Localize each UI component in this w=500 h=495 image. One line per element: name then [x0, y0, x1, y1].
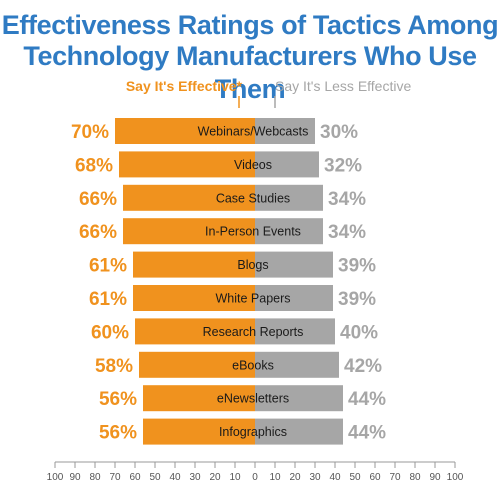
value-label-less-effective: 34%	[328, 222, 366, 243]
category-label: eNewsletters	[217, 392, 289, 406]
value-label-effective: 56%	[99, 389, 137, 410]
bar-less-effective	[255, 418, 343, 445]
axis-tick-label: 40	[169, 472, 181, 483]
legend-less-effective: Say It's Less Effective	[275, 78, 412, 94]
value-label-less-effective: 34%	[328, 189, 366, 210]
category-label: eBooks	[232, 358, 274, 372]
bar-less-effective	[255, 318, 335, 345]
axis-tick-label: 80	[89, 472, 101, 483]
bar-less-effective	[255, 151, 319, 178]
chart-title-line-2: Technology Manufacturers Who Use Them	[23, 41, 477, 104]
value-label-less-effective: 32%	[324, 155, 362, 176]
bar-less-effective	[255, 118, 315, 144]
axis-tick-label: 60	[129, 472, 141, 483]
axis-tick-label: 100	[447, 472, 464, 483]
axis-tick-label: 90	[429, 472, 441, 483]
bar-effective	[135, 318, 255, 345]
chart-title-line-1: Effectiveness Ratings of Tactics Among	[1, 10, 499, 40]
axis-tick-label: 0	[252, 472, 258, 483]
axis-tick-label: 50	[149, 472, 161, 483]
bar-less-effective	[255, 351, 339, 378]
value-label-effective: 60%	[91, 322, 129, 343]
bar-effective	[139, 351, 255, 378]
value-label-less-effective: 30%	[320, 122, 358, 143]
axis-tick-label: 40	[329, 472, 341, 483]
category-label: In-Person Events	[205, 225, 301, 239]
legend-connectors	[238, 96, 276, 108]
category-label: Videos	[234, 158, 272, 172]
value-label-effective: 66%	[79, 222, 117, 243]
value-label-effective: 58%	[95, 356, 133, 377]
axis-tick-label: 20	[209, 472, 221, 483]
axis-tick-label: 10	[229, 472, 241, 483]
category-label: Blogs	[237, 258, 268, 272]
value-label-effective: 61%	[89, 256, 127, 277]
value-label-effective: 56%	[99, 423, 137, 444]
bar-less-effective	[255, 251, 333, 278]
value-label-less-effective: 42%	[344, 356, 382, 377]
bar-effective	[115, 118, 255, 144]
value-label-less-effective: 39%	[338, 256, 376, 277]
bar-less-effective	[255, 218, 323, 245]
axis-tick-label: 90	[69, 472, 81, 483]
category-label: Case Studies	[216, 191, 290, 205]
bar-effective	[143, 418, 255, 445]
x-axis: 100 90 80 70 60 50 40 30 20 10 0 10 20 30 40 50 60 70 80 90…	[47, 461, 464, 483]
bars-group: Webinars/Webcasts 70% 30% Videos 68% 32% Case …	[71, 118, 386, 445]
bar-effective	[119, 151, 255, 178]
axis-tick-label: 70	[389, 472, 401, 483]
category-label: White Papers	[215, 292, 290, 306]
axis-tick-label: 20	[289, 472, 301, 483]
value-label-less-effective: 44%	[348, 423, 386, 444]
axis-tick-label: 10	[269, 472, 281, 483]
bar-less-effective	[255, 385, 343, 412]
category-label: Infographics	[219, 425, 287, 439]
bar-less-effective	[255, 184, 323, 211]
value-label-effective: 70%	[71, 122, 109, 143]
axis-tick-label: 60	[369, 472, 381, 483]
axis-tick-label: 70	[109, 472, 121, 483]
value-label-effective: 66%	[79, 189, 117, 210]
bar-effective	[133, 285, 255, 311]
category-label: Research Reports	[203, 325, 304, 339]
value-label-effective: 61%	[89, 289, 127, 310]
legend-effective: Say It's Effective*	[125, 78, 242, 94]
bar-effective	[123, 184, 255, 211]
value-label-less-effective: 44%	[348, 389, 386, 410]
axis-tick-label: 30	[189, 472, 201, 483]
axis-tick-label: 100	[47, 472, 64, 483]
axis-tick-label: 80	[409, 472, 421, 483]
axis-tick-label: 30	[309, 472, 321, 483]
bar-effective	[133, 251, 255, 278]
bar-effective	[123, 218, 255, 245]
value-label-less-effective: 39%	[338, 289, 376, 310]
bar-effective	[143, 385, 255, 412]
category-label: Webinars/Webcasts	[198, 125, 309, 139]
value-label-effective: 68%	[75, 155, 113, 176]
value-label-less-effective: 40%	[340, 322, 378, 343]
axis-tick-label: 50	[349, 472, 361, 483]
bar-less-effective	[255, 285, 333, 311]
